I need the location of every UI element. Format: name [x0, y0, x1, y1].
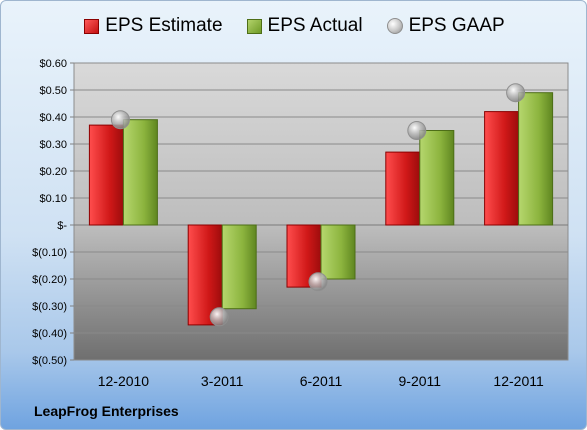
- y-tick-label: $(0.50): [32, 355, 67, 367]
- y-tick-label: $0.30: [39, 139, 67, 151]
- y-tick-label: $0.50: [39, 85, 67, 97]
- x-tick-label: 12-2011: [493, 373, 544, 389]
- legend-item-estimate: EPS Estimate: [84, 15, 223, 37]
- y-tick-label: $(0.10): [32, 247, 67, 259]
- y-tick-label: $(0.40): [32, 328, 67, 340]
- legend-label-gaap: EPS GAAP: [408, 15, 505, 36]
- legend-item-actual: EPS Actual: [246, 15, 363, 37]
- company-name: LeapFrog Enterprises: [34, 403, 179, 419]
- bar-eps-actual: [122, 119, 158, 226]
- legend-label-estimate: EPS Estimate: [105, 15, 223, 36]
- legend-swatch-estimate: [84, 18, 100, 34]
- x-tick-label: 12-2010: [98, 373, 150, 389]
- bar-eps-actual: [320, 224, 356, 280]
- y-tick-label: $-: [57, 220, 67, 232]
- bar-eps-estimate: [484, 111, 520, 226]
- bar-eps-actual: [419, 130, 455, 226]
- legend-swatch-gaap: [386, 18, 403, 34]
- y-tick-label: $0.40: [39, 112, 67, 124]
- y-tick-label: $0.20: [39, 166, 67, 178]
- y-tick-label: $(0.20): [32, 274, 67, 286]
- bar-eps-estimate: [385, 151, 421, 226]
- marker-eps-gaap: [110, 110, 130, 130]
- x-tick-label: 3-2011: [201, 373, 244, 389]
- legend: EPS Estimate EPS Actual EPS GAAP: [1, 15, 586, 37]
- x-tick-label: 9-2011: [399, 373, 442, 389]
- marker-eps-gaap: [209, 307, 229, 327]
- y-tick-label: $(0.30): [32, 301, 67, 313]
- legend-label-actual: EPS Actual: [267, 15, 363, 36]
- y-tick-label: $0.10: [39, 193, 67, 205]
- legend-swatch-actual: [246, 18, 262, 34]
- marker-eps-gaap: [407, 121, 427, 140]
- bar-eps-estimate: [88, 124, 124, 226]
- y-tick-label: $0.60: [39, 58, 67, 70]
- bar-eps-actual: [518, 92, 554, 226]
- marker-eps-gaap: [506, 83, 526, 103]
- marker-eps-gaap: [308, 272, 328, 292]
- legend-item-gaap: EPS GAAP: [386, 15, 505, 37]
- bar-eps-actual: [221, 224, 257, 310]
- x-tick-label: 6-2011: [300, 373, 343, 389]
